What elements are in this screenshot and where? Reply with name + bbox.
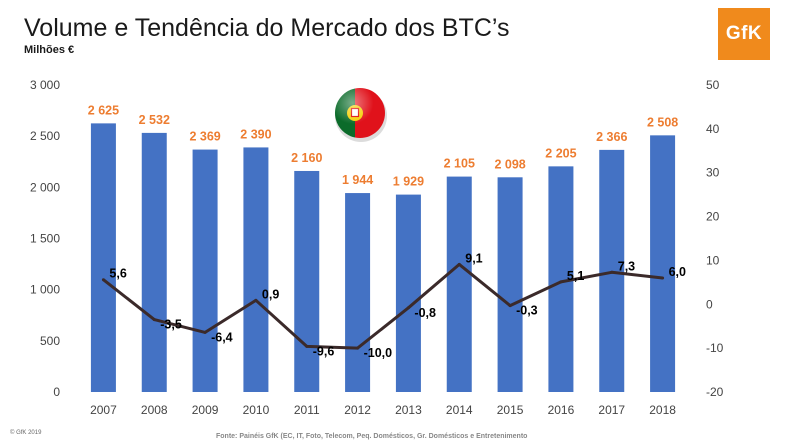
line-point [406, 306, 410, 310]
page-title: Volume e Tendência do Mercado dos BTC’s [24, 14, 510, 42]
y-left-tick-label: 2 500 [30, 129, 60, 143]
line-data-label: 7,3 [618, 259, 635, 273]
line-point [457, 262, 461, 266]
gfk-logo: GfK [718, 8, 770, 60]
line-data-label: -0,3 [516, 304, 538, 318]
logo-text: GfK [725, 23, 763, 44]
bar [395, 194, 421, 392]
x-tick-label: 2017 [598, 403, 625, 417]
line-point [203, 330, 207, 334]
y-right-tick-label: 0 [706, 297, 713, 311]
y-left-tick-label: 0 [53, 385, 60, 399]
bar [243, 147, 269, 392]
x-tick-label: 2015 [497, 403, 524, 417]
line-point [559, 280, 563, 284]
y-right-tick-label: -20 [706, 385, 724, 399]
y-left-tick-label: 500 [40, 334, 60, 348]
source-note: Fonte: Painéis GfK (EC, IT, Foto, Teleco… [216, 433, 528, 440]
line-data-label: 5,1 [567, 269, 584, 283]
bar [90, 123, 116, 392]
bar [497, 177, 523, 392]
y-right-tick-label: 20 [706, 210, 720, 224]
x-tick-label: 2016 [548, 403, 575, 417]
line-point [101, 278, 105, 282]
line-point [152, 318, 156, 322]
line-data-label: 0,9 [262, 287, 279, 301]
line-data-label: -0,8 [414, 306, 436, 320]
x-tick-label: 2011 [294, 403, 320, 417]
line-point [356, 346, 360, 350]
bar [294, 170, 320, 392]
y-left-tick-label: 1 000 [30, 283, 60, 297]
x-tick-label: 2014 [446, 403, 473, 417]
x-tick-label: 2018 [649, 403, 676, 417]
bar-data-label: 2 369 [189, 130, 220, 144]
line-point [254, 298, 258, 302]
line-point [305, 344, 309, 348]
y-left-tick-label: 3 000 [30, 78, 60, 92]
line-data-label: -3,5 [160, 318, 182, 332]
x-tick-label: 2008 [141, 403, 168, 417]
x-tick-label: 2013 [395, 403, 422, 417]
bar-data-label: 2 532 [139, 113, 170, 127]
line-point [661, 276, 665, 280]
line-data-label: -10,0 [364, 346, 393, 360]
bar-data-label: 1 944 [342, 173, 373, 187]
bar-data-label: 2 205 [545, 146, 576, 160]
line-data-label: -6,4 [211, 330, 233, 344]
bar-data-label: 2 160 [291, 151, 322, 165]
y-right-tick-label: -10 [706, 341, 724, 355]
x-tick-label: 2012 [344, 403, 371, 417]
bar-data-label: 2 625 [88, 103, 119, 117]
line-data-label: 9,1 [465, 251, 482, 265]
y-unit-label: Milhões € [24, 44, 75, 56]
bar [650, 135, 676, 392]
line-data-label: -9,6 [313, 344, 335, 358]
y-right-tick-label: 50 [706, 78, 720, 92]
line-point [508, 304, 512, 308]
trend-line [102, 262, 663, 350]
bar-data-label: 1 929 [393, 175, 424, 189]
bar-data-label: 2 508 [647, 115, 678, 129]
line-data-label: 5,6 [109, 267, 126, 281]
bar [446, 176, 472, 392]
line-data-label: 6,0 [669, 265, 686, 279]
bar-data-label: 2 098 [494, 157, 525, 171]
x-tick-label: 2007 [90, 403, 117, 417]
bar-data-label: 2 366 [596, 130, 627, 144]
y-right-tick-label: 30 [706, 166, 720, 180]
y-left-tick-label: 2 000 [30, 180, 60, 194]
x-tick-label: 2010 [243, 403, 270, 417]
y-right-tick-label: 10 [706, 253, 720, 267]
bar [141, 132, 167, 392]
bar [192, 149, 218, 392]
x-tick-label: 2009 [192, 403, 219, 417]
y-left-tick-label: 1 500 [30, 232, 60, 246]
bar [345, 193, 371, 392]
portugal-flag-icon [335, 88, 387, 142]
y-right-tick-label: 40 [706, 122, 720, 136]
line-point [610, 270, 614, 274]
bar-data-label: 2 105 [444, 157, 475, 171]
copyright-text: © GfK 2019 [10, 430, 42, 436]
bar-data-label: 2 390 [240, 127, 271, 141]
